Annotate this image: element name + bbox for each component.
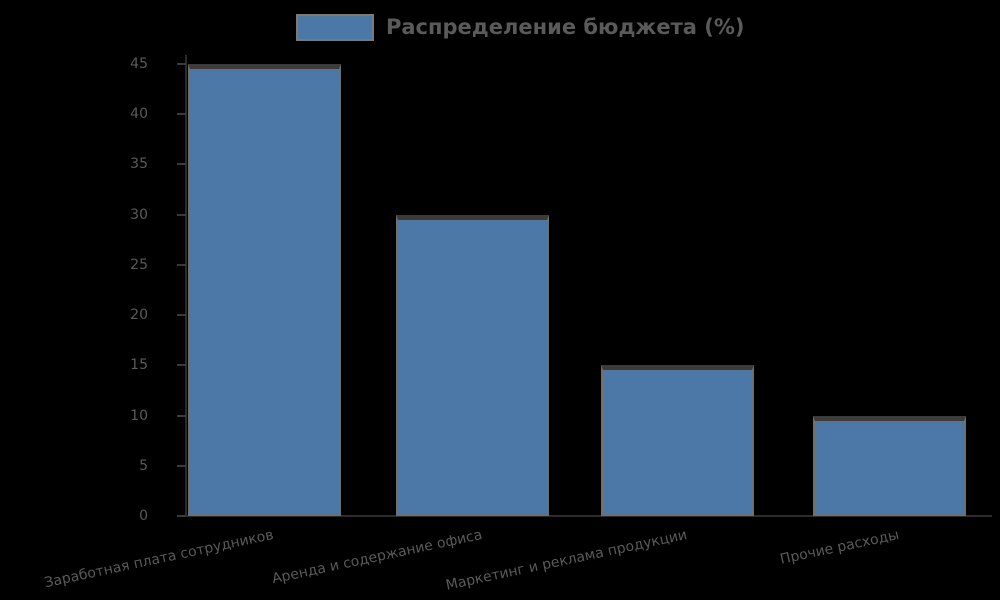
legend-swatch xyxy=(296,13,374,41)
x-axis-spine xyxy=(185,515,992,517)
y-tick-mark xyxy=(177,113,186,115)
y-tick-mark xyxy=(177,163,186,166)
y-tick-mark xyxy=(177,62,186,65)
y-axis-spine xyxy=(185,55,187,517)
y-axis-tick-label: 30 xyxy=(130,206,148,223)
y-axis-tick-label: 25 xyxy=(130,256,148,273)
y-axis-tick-label: 5 xyxy=(139,457,148,474)
y-tick-mark xyxy=(177,263,186,266)
y-axis-tick-label: 20 xyxy=(130,307,148,323)
y-tick-mark xyxy=(177,213,186,216)
legend-label: Распределение бюджета (%) xyxy=(386,15,745,39)
y-tick-mark xyxy=(177,364,186,367)
bar-4 xyxy=(813,415,966,516)
y-axis-tick-label: 15 xyxy=(130,357,148,374)
y-tick-mark xyxy=(177,464,186,467)
x-axis-tick-label: Заработная плата сотрудников xyxy=(43,527,276,592)
bar-3 xyxy=(601,365,754,516)
x-axis-tick-label: Прочие расходы xyxy=(778,527,901,568)
legend: Распределение бюджета (%) xyxy=(296,8,744,46)
y-tick-mark xyxy=(177,515,186,517)
y-tick-mark xyxy=(177,314,186,316)
y-axis-tick-label: 0 xyxy=(139,508,148,524)
bar-1 xyxy=(187,63,341,516)
y-axis-tick-label: 40 xyxy=(130,106,148,122)
y-axis-tick-label: 45 xyxy=(130,55,148,72)
y-axis-tick-label: 10 xyxy=(130,407,148,424)
bar-2 xyxy=(396,214,549,516)
y-tick-mark xyxy=(177,414,186,417)
y-axis-tick-label: 35 xyxy=(130,156,148,173)
